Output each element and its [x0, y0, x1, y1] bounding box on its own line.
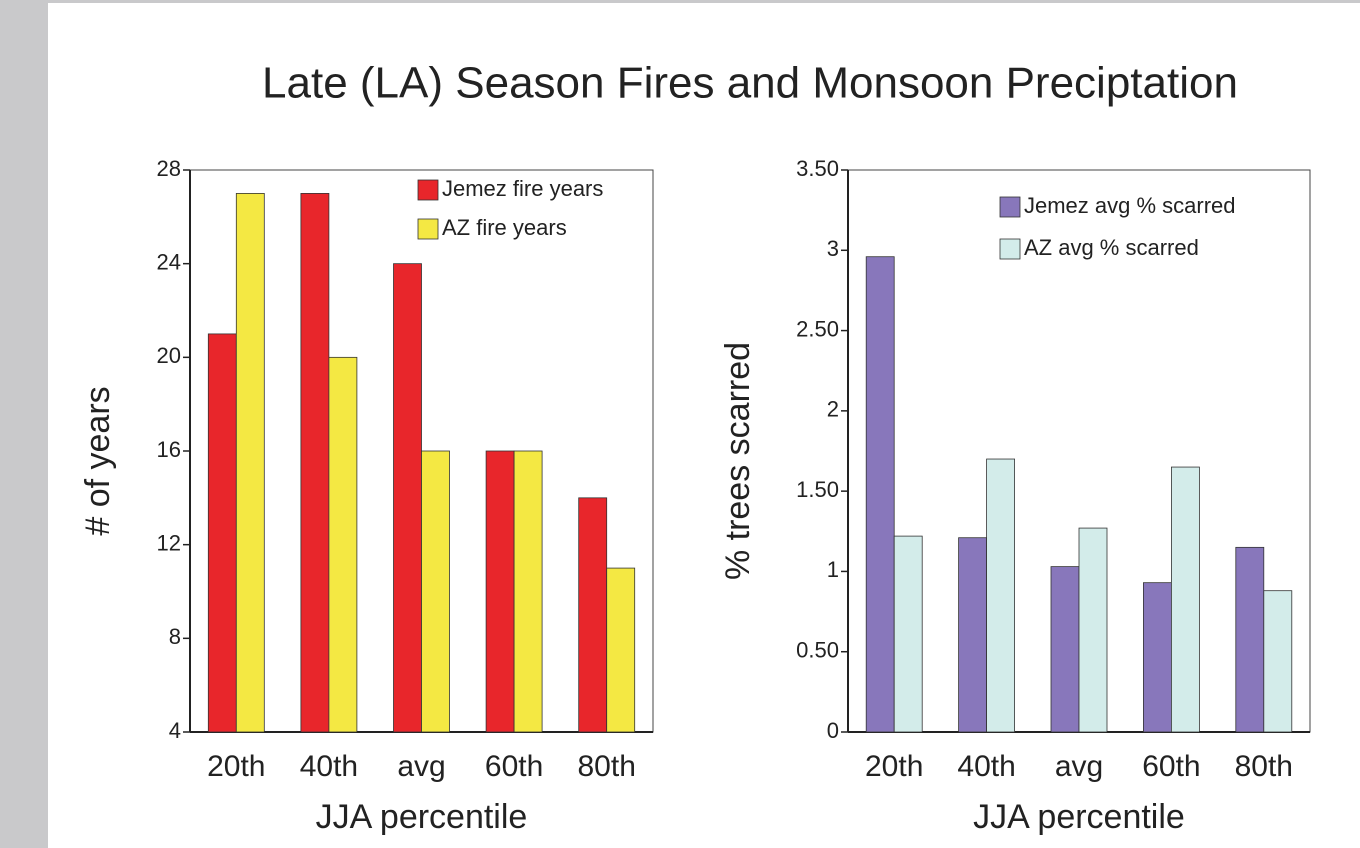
bar	[578, 497, 608, 733]
bar	[300, 193, 330, 733]
y-tick-label: 2.50	[796, 316, 839, 341]
x-tick-label: 60th	[485, 750, 543, 783]
x-tick-label: 40th	[300, 750, 358, 783]
x-tick-label: 20th	[865, 750, 923, 783]
bar	[393, 263, 422, 733]
y-tick-label: 20	[157, 343, 181, 368]
y-tick-label: 8	[169, 624, 181, 649]
slide-title: Late (LA) Season Fires and Monsoon Preci…	[262, 59, 1238, 108]
bar	[1263, 590, 1293, 733]
x-tick-label: 60th	[1142, 750, 1200, 783]
y-tick-label: 2	[827, 397, 839, 422]
y-tick-label: 1.50	[796, 477, 839, 502]
bar	[235, 193, 265, 733]
legend-label: AZ avg % scarred	[1024, 235, 1199, 260]
bar	[513, 450, 543, 733]
legend-swatch	[417, 179, 439, 201]
bar	[606, 567, 636, 733]
y-tick-label: 24	[157, 249, 181, 274]
bar	[421, 450, 450, 733]
y-tick-label: 1	[827, 557, 839, 582]
bar	[1078, 527, 1108, 733]
bar	[1171, 466, 1200, 733]
legend-swatch	[417, 218, 439, 240]
legend-label: AZ fire years	[442, 215, 567, 240]
bar	[986, 458, 1015, 733]
y-tick-label: 12	[157, 530, 181, 555]
y-tick-label: 16	[157, 437, 181, 462]
bar	[865, 256, 895, 733]
y-tick-label: 4	[169, 718, 181, 743]
legend-swatch	[999, 238, 1021, 260]
y-tick-label: 28	[157, 156, 181, 181]
x-tick-label: 40th	[957, 750, 1015, 783]
bar	[485, 450, 515, 733]
y-tick-label: 0.50	[796, 638, 839, 663]
slide-background	[48, 3, 1360, 848]
legend-label: Jemez avg % scarred	[1024, 193, 1236, 218]
y-tick-label: 0	[827, 718, 839, 743]
bar	[1143, 582, 1172, 733]
legend-label: Jemez fire years	[442, 176, 603, 201]
x-tick-label: avg	[397, 750, 445, 783]
bar	[207, 333, 237, 733]
x-tick-label: 20th	[207, 750, 265, 783]
y-tick-label: 3.50	[796, 156, 839, 181]
x-tick-label: 80th	[578, 750, 636, 783]
bar	[1050, 566, 1080, 733]
x-axis-label: JJA percentile	[316, 798, 528, 836]
y-axis-label: # of years	[79, 386, 117, 535]
x-axis-label: JJA percentile	[973, 798, 1185, 836]
x-tick-label: avg	[1055, 750, 1103, 783]
bar	[958, 537, 987, 733]
bar	[328, 356, 358, 733]
bar	[893, 535, 923, 733]
x-tick-label: 80th	[1235, 750, 1293, 783]
legend-swatch	[999, 196, 1021, 218]
y-tick-label: 3	[827, 236, 839, 261]
bar	[1235, 546, 1265, 733]
y-axis-label: % trees scarred	[719, 342, 757, 580]
